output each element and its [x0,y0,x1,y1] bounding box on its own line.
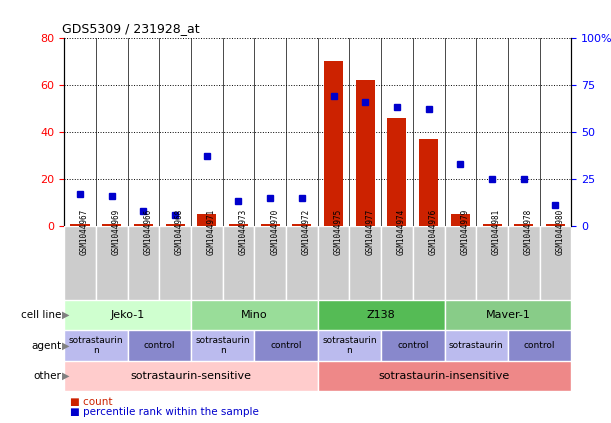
Bar [254,330,318,361]
Bar [191,300,318,330]
Bar [102,223,121,226]
Bar [191,226,222,300]
Bar [540,226,571,300]
Bar [546,223,565,226]
Bar [64,330,128,361]
Text: control: control [397,341,428,350]
Bar [229,223,248,226]
Bar [159,226,191,300]
Text: Mino: Mino [241,310,268,320]
Bar [356,80,375,226]
Bar [381,226,413,300]
Text: GSM1044972: GSM1044972 [302,209,311,255]
Text: GSM1044980: GSM1044980 [555,209,565,255]
Bar [318,226,349,300]
Bar [318,300,445,330]
Text: sotrastaurin-sensitive: sotrastaurin-sensitive [130,371,252,381]
Bar [514,223,533,226]
Bar [445,226,476,300]
Bar [70,223,89,226]
Bar [508,330,571,361]
Text: control: control [144,341,175,350]
Bar [128,330,191,361]
Text: GSM1044966: GSM1044966 [144,209,152,255]
Bar [222,226,254,300]
Bar [166,223,185,226]
Text: sotrastaurin
n: sotrastaurin n [322,336,377,355]
Text: ■ count: ■ count [70,397,113,407]
Bar [318,361,571,391]
Bar [324,61,343,226]
Bar [64,300,191,330]
Text: Maver-1: Maver-1 [486,310,530,320]
Bar [445,300,571,330]
Text: GSM1044971: GSM1044971 [207,209,216,255]
Bar [191,330,254,361]
Text: GSM1044970: GSM1044970 [270,209,279,255]
Text: other: other [33,371,61,381]
Bar [451,214,470,226]
Bar [318,330,381,361]
Text: ■ percentile rank within the sample: ■ percentile rank within the sample [70,407,259,417]
Bar [476,226,508,300]
Bar [128,226,159,300]
Text: GSM1044981: GSM1044981 [492,209,501,255]
Text: GSM1044969: GSM1044969 [112,209,121,255]
Bar [64,226,96,300]
Text: sotrastaurin: sotrastaurin [449,341,503,350]
Bar [96,226,128,300]
Bar [445,330,508,361]
Bar [64,361,318,391]
Text: GSM1044967: GSM1044967 [80,209,89,255]
Text: GDS5309 / 231928_at: GDS5309 / 231928_at [62,22,199,35]
Text: Jeko-1: Jeko-1 [111,310,145,320]
Bar [134,223,153,226]
Text: GSM1044978: GSM1044978 [524,209,533,255]
Bar [349,226,381,300]
Bar [293,223,312,226]
Bar [508,226,540,300]
Bar [197,214,216,226]
Bar [387,118,406,226]
Text: agent: agent [31,341,61,351]
Text: ▶: ▶ [62,310,70,320]
Text: sotrastaurin-insensitive: sotrastaurin-insensitive [379,371,510,381]
Text: GSM1044973: GSM1044973 [238,209,247,255]
Text: GSM1044974: GSM1044974 [397,209,406,255]
Text: control: control [270,341,302,350]
Bar [419,139,438,226]
Bar [254,226,286,300]
Text: ▶: ▶ [62,371,70,381]
Text: ▶: ▶ [62,341,70,351]
Text: sotrastaurin
n: sotrastaurin n [196,336,250,355]
Bar [261,223,280,226]
Text: cell line: cell line [21,310,61,320]
Bar [483,223,502,226]
Text: GSM1044975: GSM1044975 [334,209,343,255]
Bar [413,226,445,300]
Text: GSM1044977: GSM1044977 [365,209,375,255]
Text: sotrastaurin
n: sotrastaurin n [68,336,123,355]
Bar [286,226,318,300]
Text: GSM1044968: GSM1044968 [175,209,184,255]
Text: control: control [524,341,555,350]
Text: Z138: Z138 [367,310,395,320]
Bar [381,330,445,361]
Text: GSM1044979: GSM1044979 [460,209,469,255]
Text: GSM1044976: GSM1044976 [429,209,437,255]
